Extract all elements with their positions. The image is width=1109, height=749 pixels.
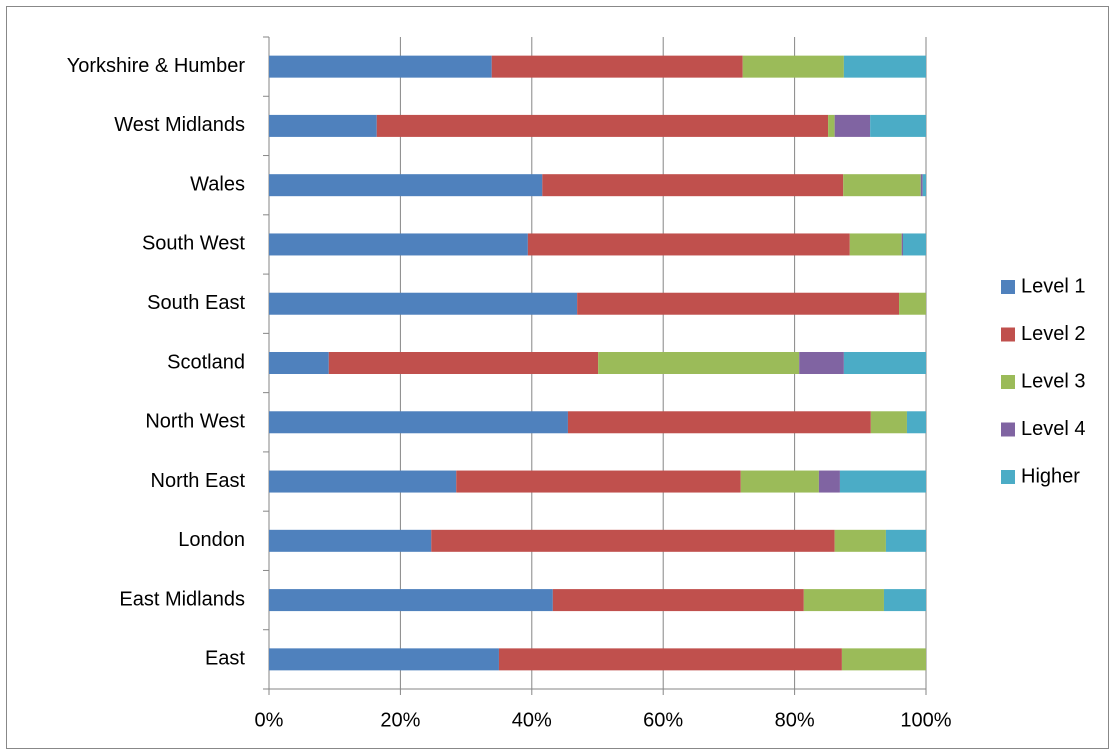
bar-segment [920,174,923,197]
x-tick-label: 100% [900,709,951,731]
bar-segment [906,411,926,434]
bar-segment [598,352,800,374]
y-tick-label: East [205,648,245,670]
x-tick-label: 20% [380,709,420,731]
bar-segment [843,352,926,374]
bar-segment [843,55,926,78]
legend-swatch [1001,280,1015,294]
x-tick-label: 80% [775,709,815,731]
y-tick-label: London [178,529,245,551]
bar-segment [269,174,543,197]
bar-segment [742,55,844,78]
bar-segment [542,174,844,197]
bar-segment [269,589,553,612]
y-tick-label: Wales [190,173,245,195]
y-tick-label: West Midlands [114,114,245,136]
bar-segment [269,470,457,493]
bar-segment [269,233,528,256]
bar-segment [828,114,835,137]
y-tick-label: North West [145,411,245,433]
bar-segment [552,589,804,612]
bar-segment [849,233,902,256]
bar-segment [376,114,829,137]
bar-segment [839,470,926,493]
bar-segment [818,470,840,493]
bar-segment [841,648,926,671]
bar-segment [834,114,871,137]
bar-segment [269,55,492,78]
legend-label: Level 2 [1021,323,1086,345]
legend-label: Higher [1021,465,1080,487]
bar-segment [885,529,926,552]
bar-segment [269,648,499,671]
legend-swatch [1001,375,1015,389]
bar-segment [328,352,599,374]
bar-segment [567,411,871,434]
bar-segment [498,648,842,671]
y-tick-label: Scotland [167,351,245,373]
y-tick-label: Yorkshire & Humber [67,55,246,77]
bar-segment [799,352,844,374]
legend-label: Level 1 [1021,275,1086,297]
legend-label: Level 3 [1021,370,1086,392]
bar-segment [903,233,926,256]
bar-segment [843,174,921,197]
legend-swatch [1001,327,1015,342]
bar-segment [456,470,741,493]
y-tick-label: South East [147,292,245,314]
x-tick-label: 0% [255,709,284,731]
bar-segment [740,470,819,493]
bar-segment [922,174,926,197]
bar-segment [870,114,926,137]
bar-segment [870,411,907,434]
legend-swatch [1001,422,1015,437]
bar-segment [269,529,432,552]
bar-segment [883,589,926,612]
x-tick-label: 40% [512,709,552,731]
y-tick-label: South West [142,233,245,255]
bar-segment [269,114,377,137]
legend-label: Level 4 [1021,418,1086,440]
bar-segment [431,529,835,552]
bar-segment [834,529,886,552]
bar-segment [803,589,884,612]
bar-segment [899,292,926,315]
bar-segment [269,411,568,434]
bar-segment [901,233,904,256]
legend-swatch [1001,470,1015,484]
bar-segment [491,55,743,78]
bar-segment [269,352,329,374]
y-tick-label: North East [151,470,246,492]
bar-segment [269,292,578,315]
bar-segment [527,233,850,256]
y-tick-label: East Midlands [119,588,245,610]
bar-segment [577,292,900,315]
x-tick-label: 60% [643,709,683,731]
